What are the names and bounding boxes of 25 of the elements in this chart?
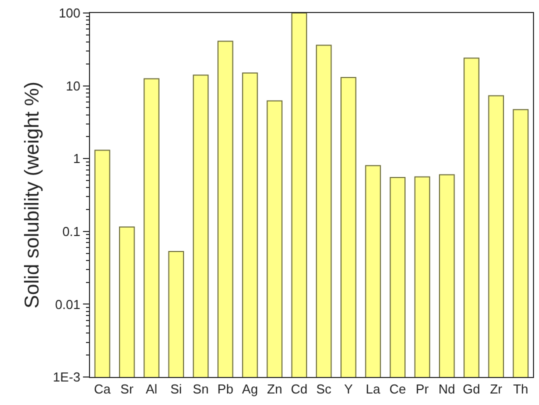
- x-tick-label: Sn: [192, 382, 209, 397]
- x-tick-label: La: [366, 382, 382, 397]
- x-tick-label: Al: [146, 382, 158, 397]
- x-tick-label: Cd: [290, 382, 308, 397]
- x-tick-label: Si: [170, 382, 182, 397]
- x-tick-label: Ag: [242, 382, 258, 397]
- x-tick-label: Zn: [266, 382, 282, 397]
- y-tick-label: 10: [66, 78, 80, 94]
- x-tick-label: Zr: [490, 382, 503, 397]
- x-tick-label: Pb: [217, 382, 234, 397]
- x-tick-label: Nd: [438, 382, 456, 397]
- x-tick-label: Gd: [462, 382, 480, 397]
- y-tick-label: 100: [58, 6, 80, 21]
- y-axis-title: Solid solubility (weight %): [21, 82, 44, 308]
- x-tick-label: Sr: [120, 382, 134, 397]
- x-tick-label: Ca: [94, 382, 112, 397]
- y-tick-label: 1: [73, 151, 80, 166]
- x-tick-label: Th: [513, 382, 528, 397]
- y-tick-label: 0.01: [55, 296, 80, 312]
- x-tick-label: Y: [344, 382, 354, 397]
- x-tick-label: Ce: [389, 382, 406, 397]
- y-tick-label: 1E-3: [52, 370, 80, 385]
- x-tick-label: Sc: [316, 382, 332, 397]
- y-tick-label: 0.1: [62, 224, 80, 239]
- x-tick-label: Pr: [416, 382, 430, 397]
